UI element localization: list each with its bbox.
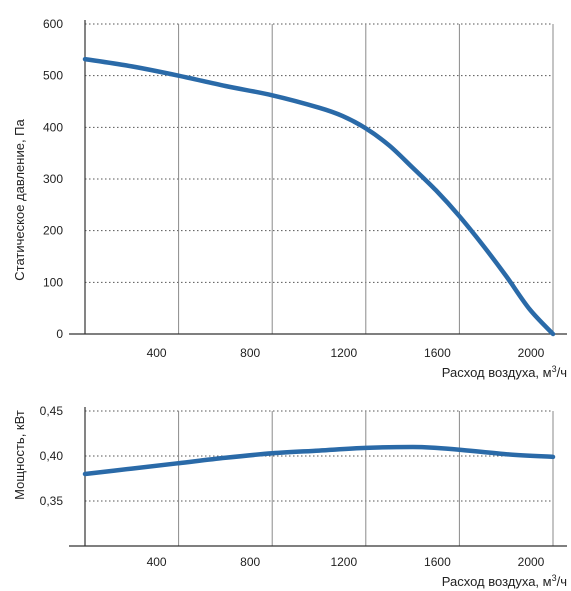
power-y-axis-label: Мощность, кВт [12, 410, 27, 500]
pressure-y-axis-label: Статическое давление, Па [12, 119, 27, 281]
power-axes [69, 407, 567, 547]
pressure-axes [69, 20, 567, 335]
pressure-x-tick-label: 1200 [330, 346, 357, 360]
pressure-y-tick-label: 500 [43, 69, 63, 83]
pressure-x-tick-label: 1600 [424, 346, 451, 360]
power-x-tick-label: 1200 [330, 555, 357, 569]
pressure-curve [82, 56, 556, 337]
pressure-y-ticks: 0 100 200 300 400 500 600 [43, 17, 63, 341]
pressure-y-tick-label: 100 [43, 275, 63, 289]
power-y-tick-label: 0,40 [40, 449, 64, 463]
pressure-chart: 0 100 200 300 400 500 600 400 800 1200 1600 2000 С… [12, 17, 567, 380]
power-y-ticks: 0,35 0,40 0,45 [40, 404, 64, 508]
pressure-x-tick-label: 400 [147, 346, 167, 360]
pressure-y-tick-label: 0 [56, 327, 63, 341]
power-x-ticks: 400 800 1200 1600 2000 [147, 555, 545, 569]
pressure-y-tick-label: 300 [43, 172, 63, 186]
pressure-x-axis-label: Расход воздуха, м3/ч [442, 364, 567, 380]
power-x-tick-label: 2000 [518, 555, 545, 569]
power-x-tick-label: 1600 [424, 555, 451, 569]
pressure-y-tick-label: 400 [43, 120, 63, 134]
power-x-tick-label: 400 [147, 555, 167, 569]
power-curve [82, 444, 556, 477]
power-x-tick-label: 800 [240, 555, 260, 569]
pressure-x-ticks: 400 800 1200 1600 2000 [147, 346, 545, 360]
power-y-tick-label: 0,45 [40, 404, 64, 418]
power-x-axis-label: Расход воздуха, м3/ч [442, 573, 567, 589]
power-grid [85, 410, 554, 546]
pressure-y-tick-label: 200 [43, 224, 63, 238]
power-y-tick-label: 0,35 [40, 494, 64, 508]
power-chart: 0,35 0,40 0,45 400 800 1200 1600 2000 Мощность… [12, 404, 567, 589]
pressure-y-tick-label: 600 [43, 17, 63, 31]
pressure-x-tick-label: 800 [240, 346, 260, 360]
pressure-x-tick-label: 2000 [518, 346, 545, 360]
pressure-grid [85, 23, 554, 334]
